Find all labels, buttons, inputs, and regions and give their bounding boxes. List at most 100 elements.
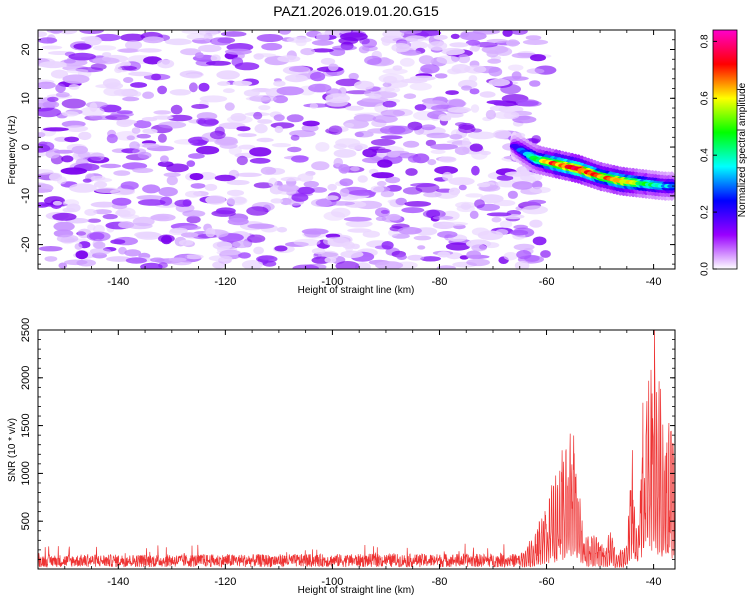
heatmap-cell [531,135,541,144]
heatmap-cell [120,61,131,67]
x-tick-label: -140 [107,576,129,588]
heatmap-cell [310,198,333,207]
heatmap-cell [209,37,232,46]
heatmap-signal-ridge [509,131,675,201]
heatmap-cell [100,163,122,169]
y-tick-label: -10 [20,188,32,204]
heatmap-cell [63,59,76,64]
heatmap-cell [379,125,406,135]
snr-y-ticks: 500 1000 1500 2000 2500 [20,318,675,570]
heatmap-cell [39,61,67,69]
heatmap-cell [142,143,160,149]
heatmap-cell [339,178,354,187]
heatmap-cell [68,52,96,61]
heatmap-cell [423,192,442,198]
heatmap-cell [157,133,167,143]
heatmap-cell [186,215,201,224]
x-tick-label: -140 [107,276,129,288]
heatmap-noise-blobs [38,30,557,269]
heatmap-cell [376,180,387,187]
heatmap-cell [124,249,142,257]
heatmap-cell [181,30,210,34]
heatmap-cell [158,234,175,243]
heatmap-cell [44,256,58,262]
heatmap-cell [396,254,407,260]
heatmap-cell [257,119,273,124]
heatmap-cell [116,119,137,125]
heatmap-cell [491,216,502,223]
heatmap-cell [449,42,469,48]
heatmap-cell [110,188,136,196]
heatmap-cell [87,224,96,231]
heatmap-cell [353,114,377,122]
heatmap-cell [103,87,124,97]
heatmap-cell [430,149,446,155]
heatmap-cell [532,236,547,246]
heatmap-cell [384,86,401,93]
heatmap-cell [140,262,163,269]
heatmap-cell [469,46,480,52]
heatmap-cell [41,45,63,50]
heatmap-cell [205,227,216,238]
heatmap-cell [189,173,204,181]
heatmap-cell [434,166,458,175]
x-tick-label: -100 [321,276,343,288]
heatmap-cell [226,179,250,186]
heatmap-cell [362,230,380,238]
heatmap-cell [196,145,220,155]
heatmap-cell [158,187,178,197]
x-tick-label: -120 [214,276,236,288]
heatmap-cell [327,201,355,206]
heatmap-cell [280,176,302,182]
heatmap-cell [477,182,491,188]
heatmap-cell [130,82,148,88]
x-tick-label: -80 [432,576,448,588]
heatmap-cell [492,129,512,140]
heatmap-cell [106,256,132,262]
heatmap-cell [409,75,436,81]
heatmap-cell [82,178,92,183]
heatmap-cell [408,41,429,49]
heatmap-cell [273,114,285,122]
heatmap-cell [524,254,540,262]
heatmap-cell [430,143,459,150]
heatmap-cell [308,83,332,93]
heatmap-cell [246,206,269,216]
heatmap-cell [521,205,549,215]
heatmap-cell [142,91,155,99]
heatmap-cell [71,145,89,155]
heatmap-cell [205,195,226,205]
heatmap-cell [247,223,275,229]
heatmap-cell [487,58,502,64]
heatmap-cell [56,234,79,243]
heatmap-cell [445,90,459,95]
heatmap-cell [445,242,471,251]
heatmap-cell [358,45,370,54]
heatmap-cell [256,255,278,263]
heatmap-cell [143,56,163,65]
heatmap-cell [142,36,164,44]
heatmap-cell [343,216,372,222]
heatmap-cell [309,103,319,109]
heatmap-cell [345,105,364,111]
heatmap-cell [458,124,476,134]
heatmap-cell [297,173,314,182]
heatmap-cell [486,38,509,44]
heatmap-cell [506,39,520,47]
heatmap-cell [427,159,437,166]
heatmap-cell [432,215,454,220]
heatmap-cell [496,175,514,181]
heatmap-cell [438,156,457,163]
heatmap-cell [303,180,319,188]
heatmap-cell [75,250,89,260]
heatmap-cell [507,190,518,199]
heatmap-cell [436,55,460,64]
heatmap-cell [90,175,106,181]
heatmap-cell [159,155,169,163]
heatmap-cell [471,165,480,176]
heatmap-cell [529,186,551,194]
heatmap-cell [271,143,292,148]
heatmap-cell [274,125,284,134]
heatmap-cell [380,190,395,198]
heatmap-cell [426,132,450,139]
